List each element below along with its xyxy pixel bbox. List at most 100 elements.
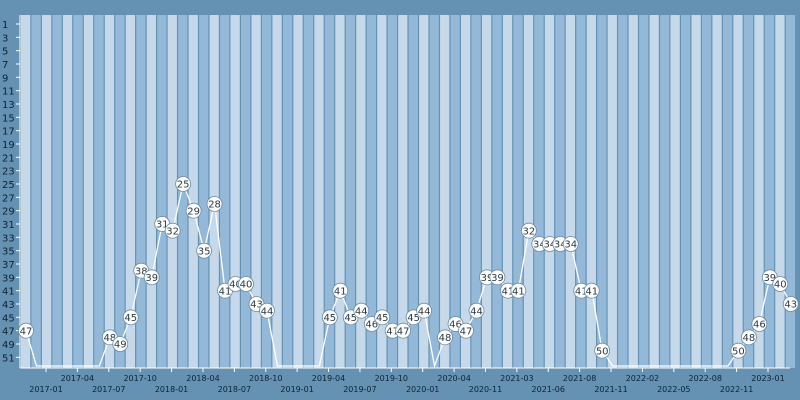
column-band: [314, 15, 324, 368]
column-band: [293, 15, 303, 368]
data-label: 46: [365, 320, 378, 331]
data-point: [196, 242, 213, 259]
data-label: 44: [261, 306, 274, 317]
column-band: [754, 15, 764, 368]
column-band: [450, 15, 460, 368]
x-axis: 2017-01 2017-04 2017-07 2017-10 2018-01 2018-…: [20, 367, 790, 394]
data-label: 44: [355, 306, 368, 317]
column-band: [733, 15, 743, 368]
y-tick-label: 25: [2, 180, 15, 191]
column-band: [576, 15, 586, 368]
data-label: 34: [543, 240, 556, 251]
column-band: [555, 15, 565, 368]
y-tick-label: 5: [2, 47, 8, 58]
y-tick-label: 41: [2, 287, 15, 298]
data-label: 31: [156, 220, 169, 231]
y-tick-label: 7: [2, 60, 8, 71]
data-point: [458, 322, 474, 339]
y-tick-label: 47: [2, 327, 15, 338]
data-point: [238, 276, 254, 292]
data-point: [122, 309, 139, 326]
column-band: [534, 15, 544, 368]
data-label: 43: [250, 300, 263, 311]
column-band: [303, 15, 314, 368]
x-tick-label: 2020-04: [437, 374, 470, 383]
x-tick-label: 2022-05: [657, 385, 690, 394]
column-band: [366, 15, 376, 368]
column-band: [324, 15, 335, 368]
data-point: [562, 236, 579, 252]
column-band: [628, 15, 638, 368]
data-label: 39: [763, 273, 776, 284]
column-band: [649, 15, 659, 368]
x-tick-label: 2021-11: [594, 385, 627, 394]
x-tick-label: 2023-01: [751, 374, 784, 383]
data-point: [772, 276, 789, 292]
data-label: 29: [187, 206, 200, 217]
data-label: 49: [114, 340, 127, 351]
series-line: [25, 181, 792, 369]
data-label: 25: [177, 180, 190, 191]
column-band: [209, 15, 219, 368]
data-point: [751, 316, 768, 332]
data-label: 45: [323, 313, 336, 324]
column-band: [408, 15, 418, 368]
column-band: [387, 15, 397, 368]
column-band: [31, 15, 41, 368]
column-band: [461, 15, 471, 368]
data-point: [353, 302, 370, 319]
column-band: [188, 15, 198, 368]
x-tick-label: 2021-08: [563, 374, 596, 383]
y-tick-label: 39: [2, 273, 15, 284]
data-label: 45: [344, 313, 357, 324]
column-bands: [21, 15, 796, 368]
data-label: 50: [732, 346, 745, 357]
data-label: 34: [554, 240, 567, 251]
column-band: [356, 15, 366, 368]
data-label: 47: [20, 326, 33, 337]
column-band: [94, 15, 104, 368]
column-band: [21, 15, 31, 368]
y-tick-label: 21: [2, 153, 15, 164]
y-tick-label: 17: [2, 127, 15, 138]
y-tick-label: 51: [2, 353, 15, 364]
x-tick-label: 2022-11: [720, 385, 753, 394]
data-label: 39: [491, 273, 504, 284]
column-band: [345, 15, 356, 368]
data-label: 34: [564, 240, 577, 251]
x-tick-label: 2020-11: [469, 385, 502, 394]
x-tick-label: 2022-08: [688, 374, 721, 383]
x-tick-label: 2018-01: [155, 385, 188, 394]
x-tick-label: 2018-07: [218, 385, 251, 394]
data-label: 41: [219, 286, 232, 297]
data-label: 40: [774, 280, 787, 291]
data-point: [321, 309, 338, 326]
x-tick-label: 2019-07: [343, 385, 376, 394]
data-label: 39: [145, 273, 158, 284]
data-label: 39: [481, 273, 494, 284]
data-point: [259, 302, 275, 319]
x-tick-label: 2017-07: [92, 385, 125, 394]
column-band: [639, 15, 649, 368]
column-band: [743, 15, 754, 368]
data-point: [112, 336, 129, 352]
column-band: [241, 15, 251, 368]
y-tick-label: 29: [2, 207, 15, 218]
column-band: [785, 15, 796, 368]
column-band: [41, 15, 52, 368]
data-label: 45: [376, 313, 389, 324]
data-label: 41: [585, 286, 598, 297]
y-tick-label: 11: [2, 87, 15, 98]
column-band: [220, 15, 230, 368]
y-tick-label: 13: [2, 100, 15, 111]
x-tick-label: 2018-04: [186, 374, 219, 383]
column-band: [62, 15, 73, 368]
column-band: [471, 15, 481, 368]
y-axis: 1357911131517192123252729313335373941434…: [2, 15, 21, 368]
data-point: [468, 302, 485, 319]
data-label: 43: [784, 300, 797, 311]
data-label: 47: [397, 326, 410, 337]
column-band: [775, 15, 785, 368]
column-band: [701, 15, 712, 368]
y-tick-label: 23: [2, 167, 15, 178]
